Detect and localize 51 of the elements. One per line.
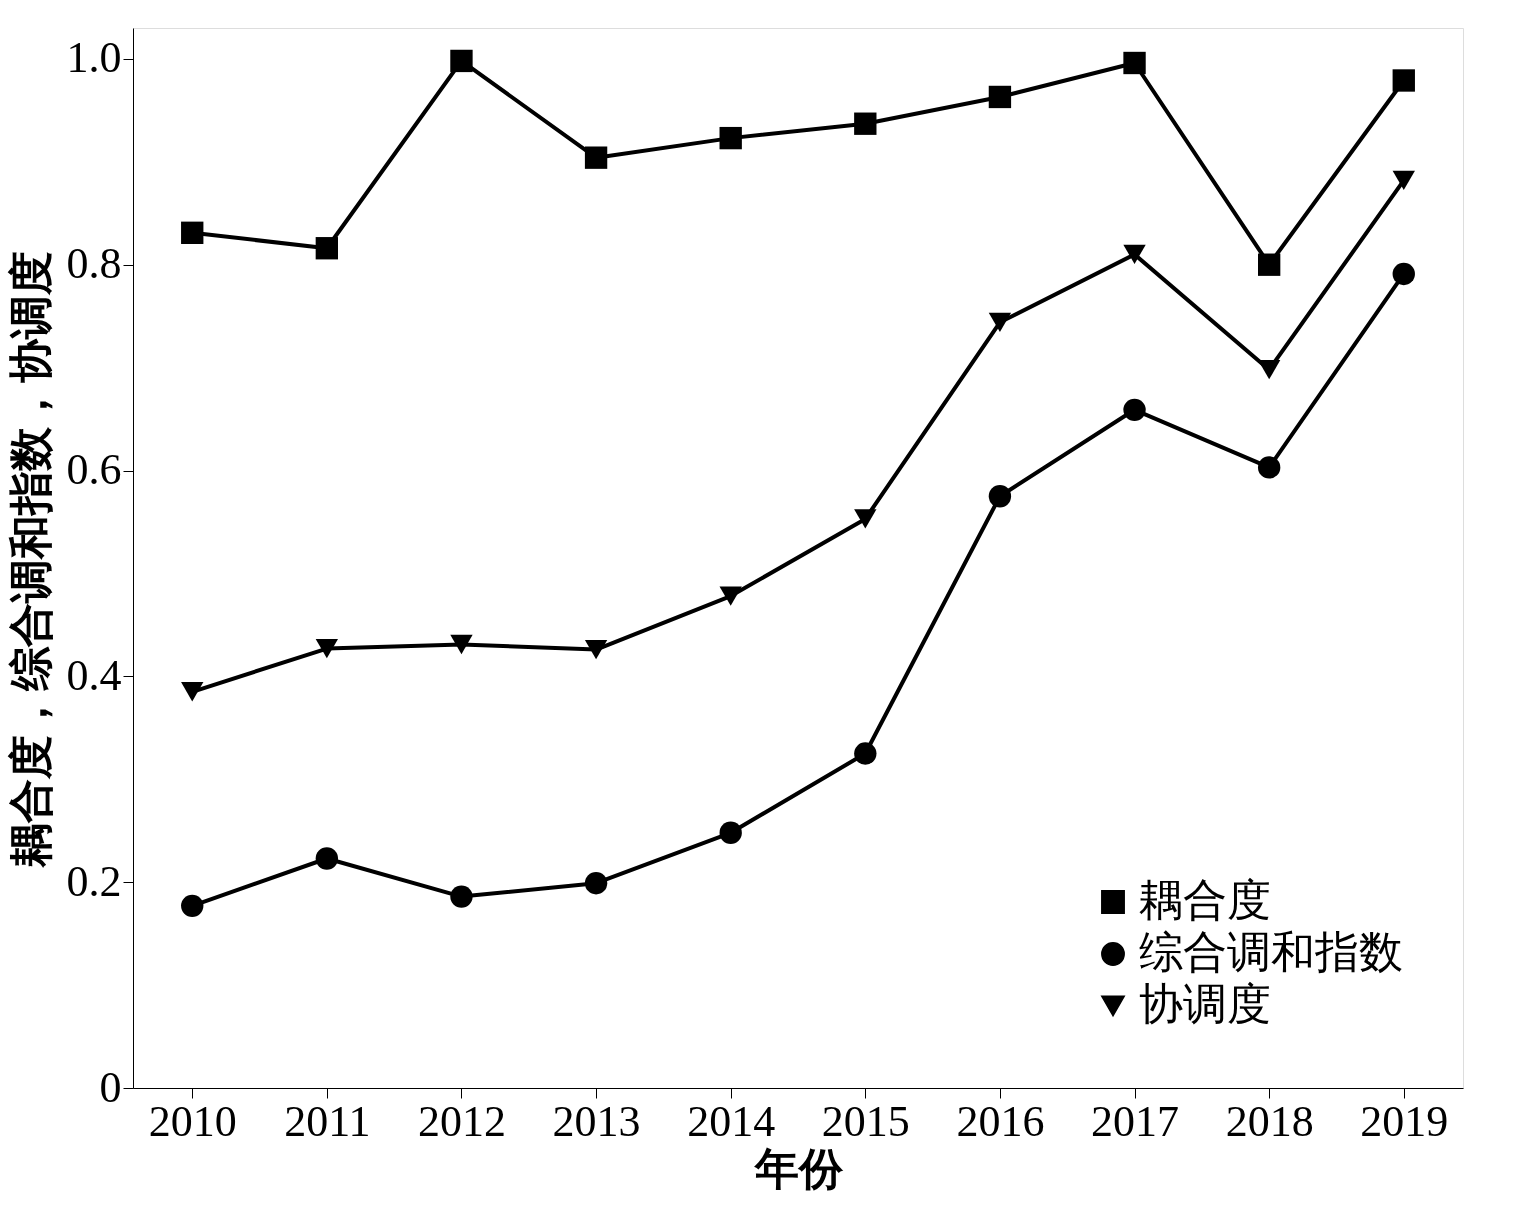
y-tick-label: 0.2 <box>66 856 122 906</box>
point <box>584 639 608 660</box>
legend-label: 协调度 <box>1139 980 1271 1029</box>
point <box>181 221 204 244</box>
legend-label: 耦合度 <box>1139 876 1271 925</box>
point <box>719 126 742 150</box>
x-tick-label: 2017 <box>1091 1096 1180 1146</box>
point <box>584 872 608 895</box>
point <box>1257 456 1281 479</box>
point <box>450 49 473 73</box>
point <box>854 509 877 529</box>
point <box>1257 253 1281 276</box>
y-axis-title: 耦合度，综合调和指数，协调度 <box>6 250 56 868</box>
point <box>1257 359 1281 380</box>
point <box>181 894 204 917</box>
x-tick-label: 2014 <box>687 1096 776 1146</box>
y-tick-label: 1.0 <box>66 33 122 83</box>
point <box>1123 398 1146 421</box>
point <box>988 312 1012 333</box>
point <box>1123 51 1146 75</box>
point <box>719 821 742 844</box>
x-tick-label: 2013 <box>552 1096 641 1146</box>
point <box>1123 244 1146 265</box>
point <box>719 586 742 606</box>
y-tick-label: 0.8 <box>66 239 122 289</box>
x-tick-label: 2019 <box>1360 1096 1449 1146</box>
point <box>1392 69 1415 92</box>
point <box>450 885 473 908</box>
y-tick-label: 0 <box>99 1062 122 1112</box>
point <box>988 485 1012 508</box>
x-axis-title: 年份 <box>753 1144 844 1194</box>
point <box>854 112 877 135</box>
point <box>584 146 608 169</box>
point <box>1392 262 1415 286</box>
legend-label: 综合调和指数 <box>1139 928 1403 977</box>
y-tick-label: 0.6 <box>66 445 122 495</box>
x-tick-label: 2016 <box>956 1096 1045 1146</box>
point <box>854 742 877 765</box>
x-tick-label: 2011 <box>284 1096 371 1146</box>
x-tick-label: 2018 <box>1225 1096 1314 1146</box>
point <box>315 847 339 870</box>
point <box>315 237 339 260</box>
x-tick-label: 2012 <box>417 1096 506 1146</box>
x-tick-label: 2015 <box>821 1096 910 1146</box>
point <box>181 682 204 702</box>
point <box>450 634 473 655</box>
point <box>315 638 339 659</box>
x-tick-label: 2010 <box>148 1096 237 1146</box>
y-tick-label: 0.4 <box>66 650 122 700</box>
point <box>988 85 1012 109</box>
point <box>1392 170 1415 190</box>
